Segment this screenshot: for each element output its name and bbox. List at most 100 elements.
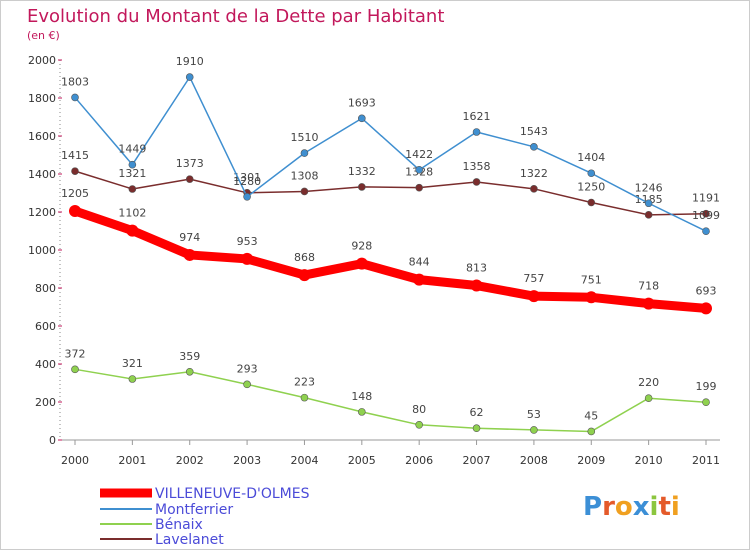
data-point	[71, 167, 79, 175]
x-tick-label: 2000	[61, 454, 89, 467]
data-point	[298, 269, 311, 282]
data-label: 813	[466, 262, 487, 275]
svg-text:Proxiti: Proxiti	[583, 492, 680, 522]
data-point	[183, 248, 196, 261]
data-point	[415, 183, 423, 192]
data-point	[527, 290, 540, 303]
data-label: 1205	[61, 187, 89, 200]
data-point	[300, 393, 309, 402]
data-label: 62	[470, 406, 484, 419]
legend: VILLENEUVE-D'OLMESMontferrierBénaixLavel…	[100, 486, 310, 548]
x-tick-label: 2007	[463, 454, 491, 467]
data-label: 1308	[290, 169, 318, 182]
data-label: 953	[237, 235, 258, 248]
series-2: 372 321 359 293 223 148 80 62 53 45 220 199	[65, 347, 717, 436]
data-label: 1910	[176, 55, 204, 68]
data-point	[243, 380, 251, 389]
data-point	[300, 187, 309, 196]
data-label: 1332	[348, 165, 376, 178]
data-label: 1803	[61, 75, 89, 88]
data-point	[358, 114, 366, 123]
legend-label: Montferrier	[155, 502, 233, 518]
data-point	[702, 398, 710, 406]
data-point	[702, 209, 710, 218]
data-point	[644, 211, 653, 219]
data-point	[530, 426, 538, 434]
chart-subtitle: (en €)	[27, 29, 60, 42]
data-label: 1543	[520, 125, 548, 138]
y-tick-label: 1800	[28, 92, 56, 105]
data-point	[587, 427, 596, 436]
data-label: 199	[696, 380, 717, 393]
x-tick-label: 2001	[118, 454, 146, 467]
data-label: 974	[179, 231, 200, 244]
series-line	[74, 368, 707, 433]
x-tick-label: 2010	[635, 454, 663, 467]
data-point	[702, 227, 710, 235]
data-label: 1102	[118, 207, 146, 220]
x-tick-label: 2004	[290, 454, 318, 467]
data-point	[355, 257, 368, 270]
data-point	[587, 169, 596, 178]
legend-label: Bénaix	[155, 517, 203, 533]
data-label: 1322	[520, 167, 548, 180]
y-tick-label: 1000	[28, 244, 56, 257]
x-tick-label: 2006	[405, 454, 433, 467]
data-label: 844	[409, 256, 430, 269]
data-label: 1510	[290, 131, 318, 144]
data-label: 751	[581, 273, 602, 286]
data-point	[530, 143, 538, 151]
data-point	[472, 424, 481, 433]
axes: 0 200 400 600 800 1000 1200 1400 1600 1800 2000 200…	[28, 54, 720, 467]
series-layer: 372 321 359 293 223 148 80 62 53 45 220 199 1415 1321…	[61, 55, 720, 436]
data-label: 45	[584, 409, 598, 422]
data-label: 757	[523, 272, 544, 285]
data-point	[470, 279, 483, 292]
data-point	[126, 224, 139, 237]
y-tick-label: 400	[35, 358, 56, 371]
x-tick-label: 2002	[176, 454, 204, 467]
data-label: 1250	[577, 181, 605, 194]
data-point	[185, 73, 194, 81]
data-point	[243, 193, 251, 201]
data-label: 1246	[635, 181, 663, 194]
y-tick-label: 800	[35, 282, 56, 295]
x-tick-label: 2011	[692, 454, 720, 467]
data-point	[642, 297, 655, 310]
data-label: 1422	[405, 148, 433, 161]
data-point	[69, 205, 81, 218]
y-tick-label: 600	[35, 320, 56, 333]
data-point	[185, 367, 194, 376]
data-point	[185, 175, 194, 183]
data-point	[358, 183, 366, 191]
data-point	[71, 93, 79, 102]
data-point	[71, 365, 79, 374]
data-point	[644, 394, 653, 403]
y-tick-label: 1400	[28, 168, 56, 181]
data-point	[587, 198, 596, 207]
data-label: 293	[237, 362, 258, 375]
data-point	[585, 291, 598, 304]
data-label: 1191	[692, 192, 720, 205]
data-label: 80	[412, 403, 426, 416]
x-tick-label: 2003	[233, 454, 261, 467]
y-tick-label: 0	[49, 434, 56, 447]
data-label: 372	[65, 347, 86, 360]
series-3: 1415132113731301130813321328135813221250…	[61, 149, 720, 219]
data-label: 148	[351, 390, 372, 403]
data-point	[415, 166, 423, 174]
chart-title: Evolution du Montant de la Dette par Hab…	[27, 6, 444, 27]
proxiti-logo: Proxiti	[583, 492, 680, 522]
data-point	[128, 160, 137, 169]
series-0: 1205 1102 974 953 868 928 844 813 757 751 718 693	[61, 187, 717, 315]
data-point	[128, 375, 137, 383]
data-label: 1373	[176, 157, 204, 170]
series-line	[74, 170, 707, 216]
data-label: 1185	[635, 193, 663, 206]
data-label: 1621	[463, 110, 491, 123]
data-point	[415, 420, 423, 429]
data-point	[241, 252, 254, 265]
data-label: 1404	[577, 151, 605, 164]
